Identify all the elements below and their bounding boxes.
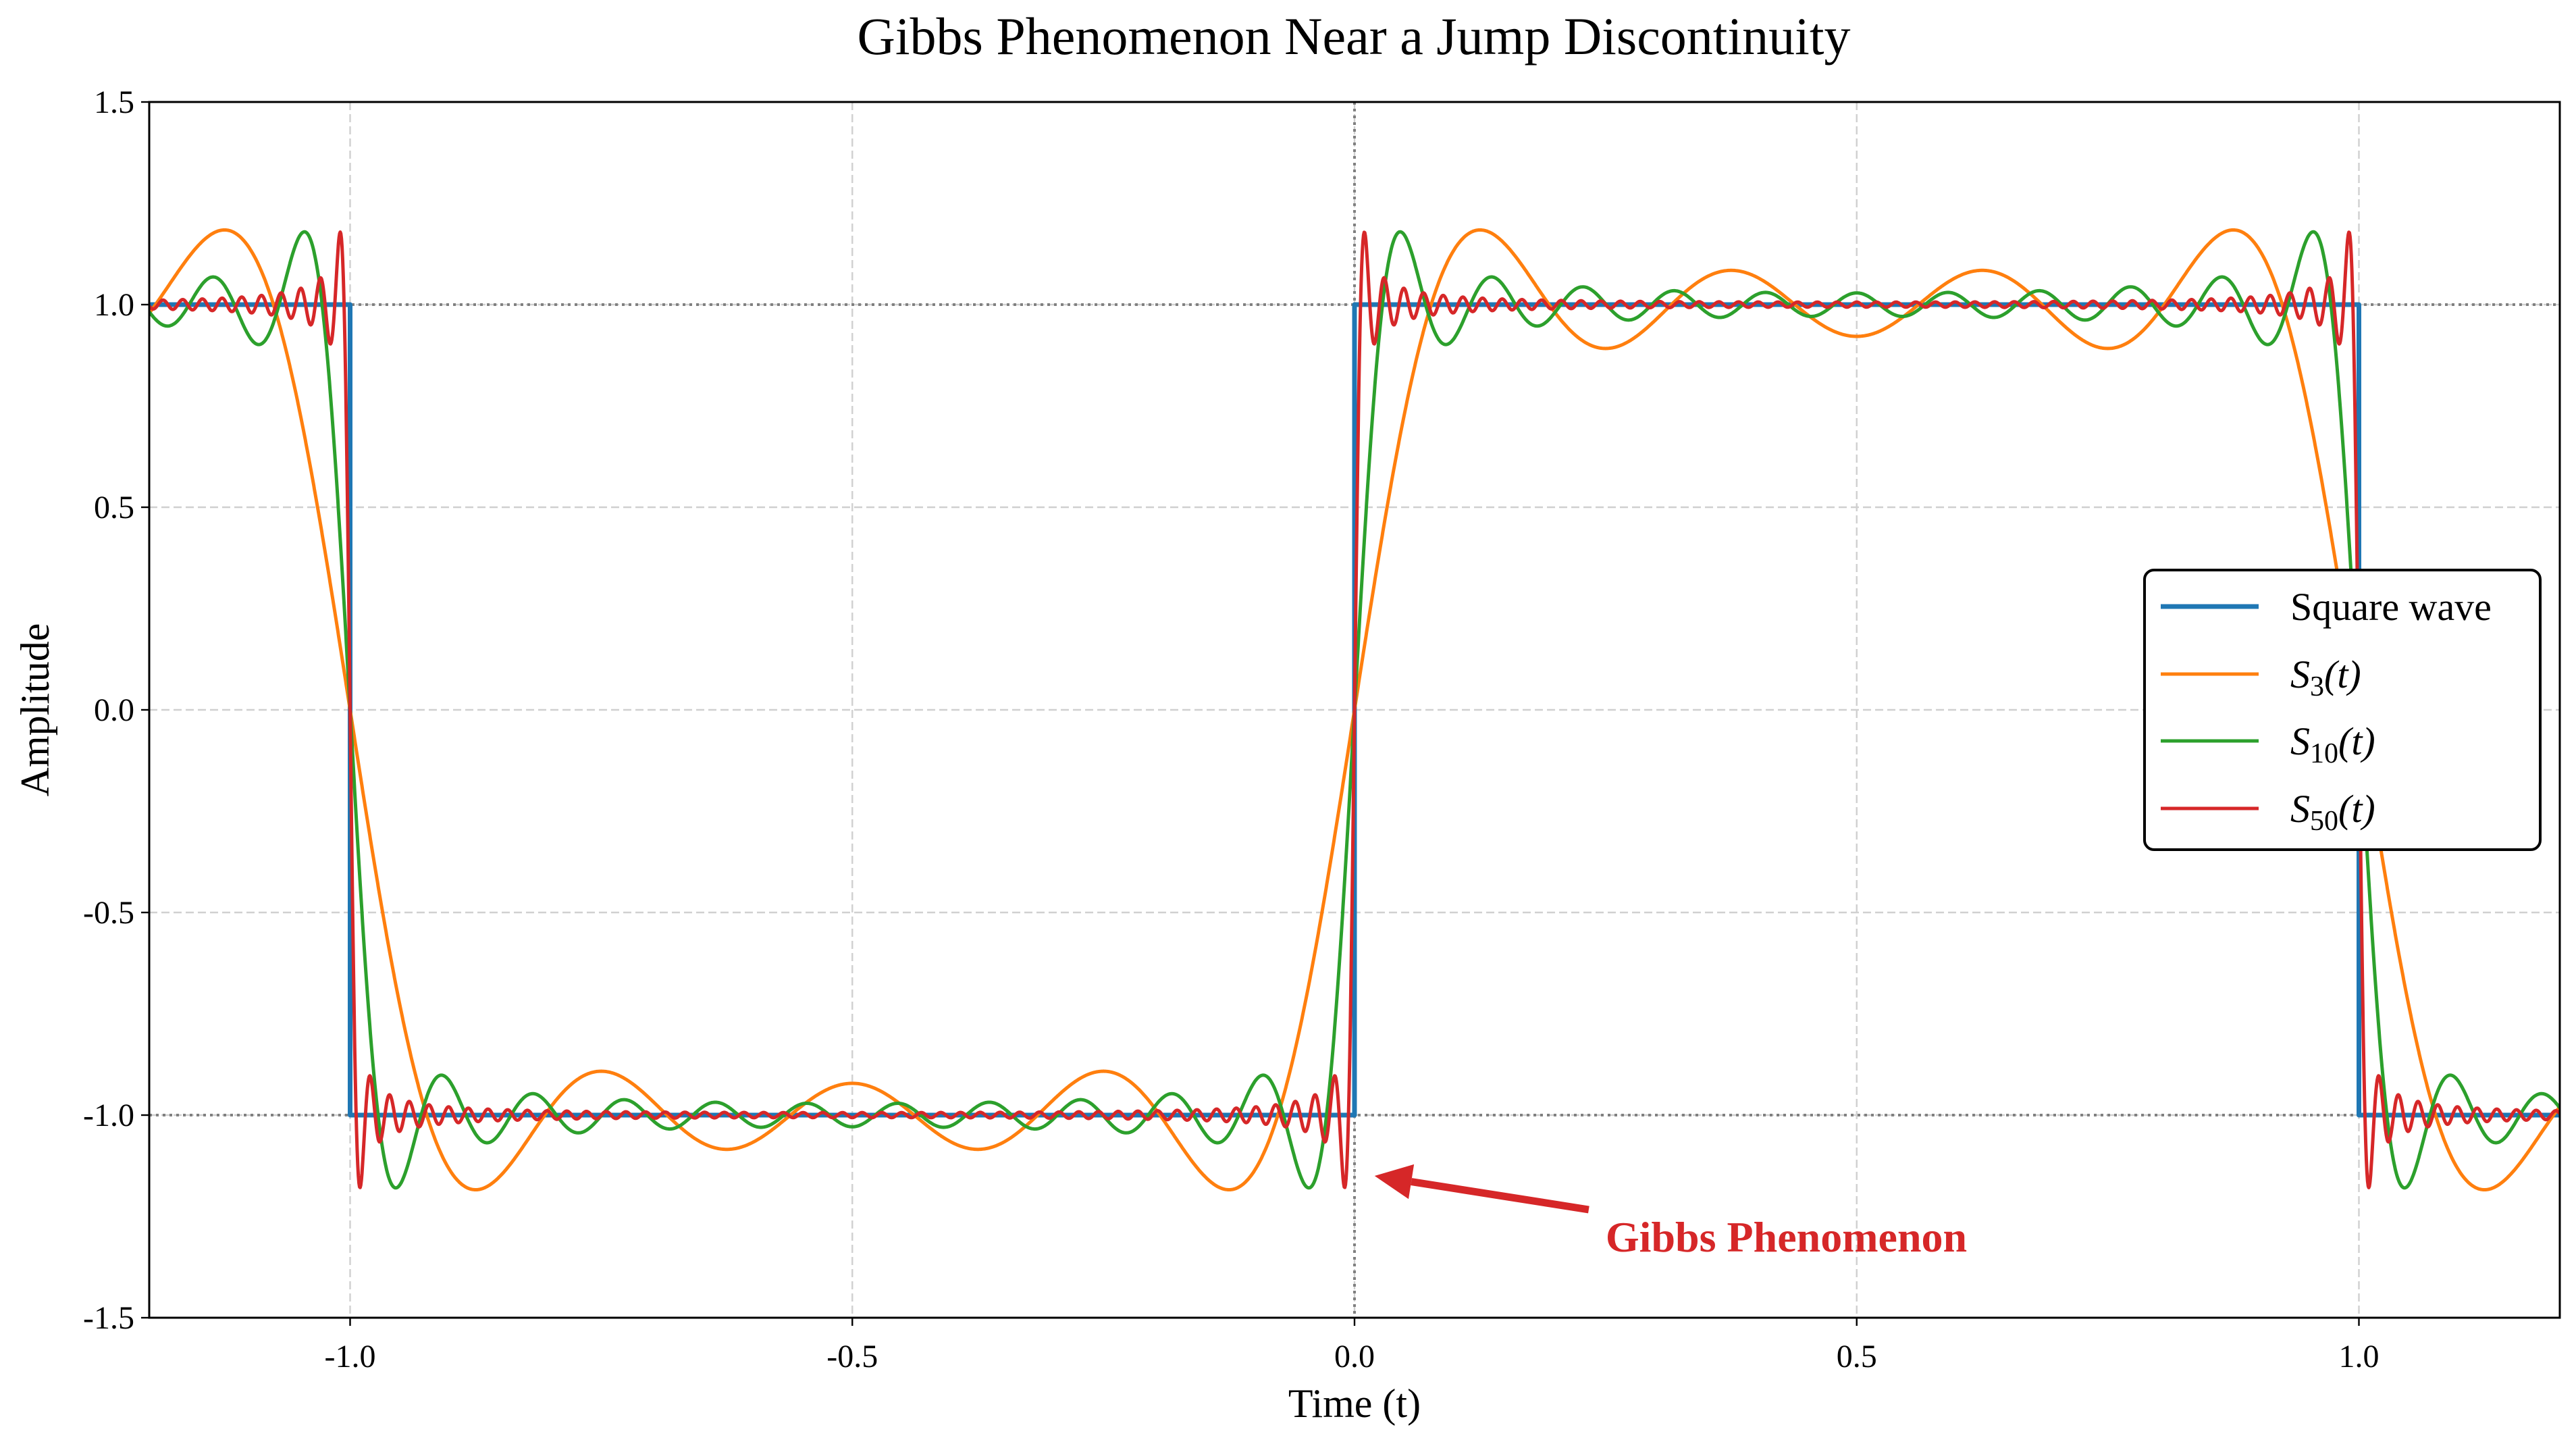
y-tick-label: 1.5 [94, 84, 134, 120]
y-tick-label: -1.5 [83, 1300, 134, 1336]
y-tick-label: 0.0 [94, 692, 134, 728]
legend-frame [2143, 569, 2542, 851]
y-tick-label: 1.0 [94, 287, 134, 323]
legend-label: S10(t) [2290, 719, 2375, 769]
x-tick-label: -1.0 [325, 1339, 376, 1374]
legend: Square wave S3(t) S10(t) S50(t) [2143, 569, 2542, 851]
x-tick-label: 0.5 [1837, 1339, 1877, 1374]
annotation: Gibbs Phenomenon [1374, 1164, 1967, 1261]
x-tick-label: 0.0 [1334, 1339, 1375, 1374]
x-axis-label: Time (t) [1288, 1381, 1421, 1426]
annotation-text: Gibbs Phenomenon [1606, 1213, 1967, 1261]
x-tick-label: 1.0 [2339, 1339, 2380, 1374]
series-line-s50-t- [149, 230, 2560, 1189]
y-tick-label: -1.0 [83, 1098, 134, 1133]
legend-label: Square wave [2290, 585, 2492, 629]
series-group [149, 228, 2560, 1191]
annotation-arrow-head [1374, 1164, 1415, 1200]
ticks: -1.0 -0.5 0.0 0.5 1.0 -1.5 -1.0 -0.5 0.0 0.5 1.0 1.… [83, 84, 2379, 1374]
legend-label: S50(t) [2290, 787, 2375, 837]
legend-label: S3(t) [2290, 652, 2361, 702]
annotation-arrow-shaft [1411, 1178, 1589, 1214]
y-tick-label: -0.5 [83, 895, 134, 931]
y-axis-label: Amplitude [13, 623, 57, 797]
x-tick-label: -0.5 [826, 1339, 878, 1374]
y-tick-label: 0.5 [94, 490, 134, 525]
chart-title: Gibbs Phenomenon Near a Jump Discontinui… [858, 7, 1851, 66]
